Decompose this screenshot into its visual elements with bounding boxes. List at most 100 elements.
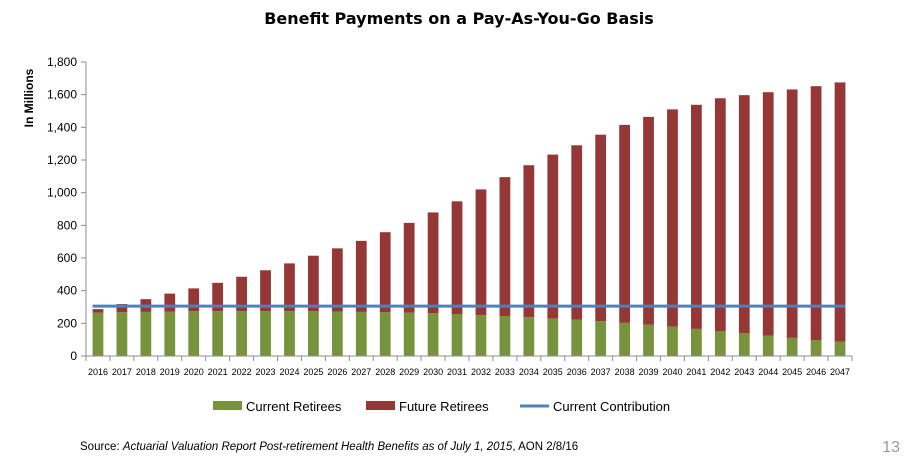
bar-future-retirees [164, 293, 176, 312]
bar-future-retirees [284, 263, 295, 312]
bar-future-retirees [499, 177, 511, 316]
bar-current-retirees [140, 311, 152, 356]
x-tick-label: 2041 [686, 367, 706, 377]
legend-swatch-current-retirees [213, 401, 242, 410]
x-tick-label: 2040 [662, 367, 682, 377]
bar-future-retirees [427, 212, 439, 314]
bar-current-retirees [714, 331, 726, 356]
chart-title: Benefit Payments on a Pay-As-You-Go Basi… [264, 9, 654, 28]
bar-future-retirees [212, 282, 224, 312]
y-tick-label: 1,000 [47, 186, 77, 200]
x-tick-label: 2045 [782, 367, 802, 377]
bar-current-retirees [284, 311, 295, 356]
source-suffix: , AON 2/8/16 [512, 441, 579, 453]
bar-current-retirees [331, 311, 343, 356]
bar-future-retirees [810, 86, 822, 340]
legend-swatch-future-retirees [366, 401, 395, 410]
bar-current-retirees [762, 335, 774, 356]
x-tick-label: 2030 [423, 367, 443, 377]
x-tick-label: 2031 [447, 367, 467, 377]
y-tick-label: 200 [57, 316, 77, 330]
x-tick-label: 2037 [591, 367, 611, 377]
bar-future-retirees [714, 98, 726, 332]
chart: In Millions 0 200 400 600 800 1,000 1,200 1,400… [22, 55, 853, 414]
x-tick-label: 2044 [758, 367, 778, 377]
y-tick-label: 1,600 [47, 88, 77, 102]
bar-future-retirees [308, 255, 319, 312]
bar-future-retirees [116, 304, 128, 313]
x-tick-label: 2019 [160, 367, 180, 377]
legend-label-current-contribution: Current Contribution [553, 399, 670, 414]
x-tick-label: 2020 [184, 367, 204, 377]
bar-current-retirees [643, 324, 654, 356]
bar-future-retirees [355, 240, 367, 312]
x-tick-label: 2017 [112, 367, 132, 377]
bar-future-retirees [92, 309, 104, 313]
bar-current-retirees [212, 311, 224, 356]
x-tick-label: 2025 [303, 367, 323, 377]
page-number: 13 [882, 439, 900, 456]
legend-label-future-retirees: Future Retirees [399, 399, 489, 414]
y-tick-label: 400 [57, 284, 77, 298]
bar-current-retirees [834, 341, 846, 356]
bar-current-retirees [786, 337, 798, 356]
y-axis-title: In Millions [22, 68, 36, 127]
bar-future-retirees [834, 82, 846, 342]
bar-future-retirees [667, 109, 678, 327]
x-tick-label: 2018 [136, 367, 156, 377]
y-tick-label: 600 [57, 251, 77, 265]
x-tick-label: 2035 [543, 367, 563, 377]
bar-future-retirees [379, 232, 391, 313]
source-note: Source: Actuarial Valuation Report Post-… [80, 441, 578, 453]
x-tick-label: 2036 [567, 367, 587, 377]
bar-current-retirees [164, 311, 176, 356]
bar-current-retirees [116, 312, 128, 356]
bar-current-retirees [667, 326, 678, 356]
bar-future-retirees [331, 248, 343, 312]
bar-current-retirees [475, 315, 487, 356]
bar-current-retirees [92, 312, 104, 356]
bar-future-retirees [691, 104, 702, 329]
bar-current-retirees [236, 311, 247, 356]
x-tick-label: 2034 [519, 367, 539, 377]
bar-future-retirees [547, 154, 559, 319]
source-title: Actuarial Valuation Report Post-retireme… [122, 441, 513, 453]
x-tick-label: 2016 [88, 367, 108, 377]
bar-current-retirees [547, 318, 559, 356]
bar-current-retirees [427, 313, 439, 356]
x-tick-label: 2028 [375, 367, 395, 377]
bar-current-retirees [451, 314, 463, 356]
legend-label-current-retirees: Current Retirees [246, 399, 342, 414]
bar-future-retirees [403, 222, 415, 313]
x-tick-label: 2027 [351, 367, 371, 377]
x-tick-label: 2022 [232, 367, 252, 377]
y-tick-label: 1,400 [47, 120, 77, 134]
x-tick-label: 2021 [208, 367, 228, 377]
bar-current-retirees [810, 339, 822, 356]
bar-future-retirees [451, 201, 463, 315]
bar-current-retirees [379, 312, 391, 356]
bar-current-retirees [571, 319, 583, 356]
bar-future-retirees [571, 145, 583, 320]
bar-current-retirees [188, 311, 200, 356]
bar-current-retirees [619, 322, 630, 356]
x-tick-label: 2043 [734, 367, 754, 377]
bar-future-retirees [475, 189, 487, 316]
y-tick-label: 800 [57, 218, 77, 232]
x-tick-label: 2039 [639, 367, 659, 377]
bar-current-retirees [308, 311, 319, 356]
bar-current-retirees [691, 328, 702, 356]
bar-current-retirees [499, 315, 511, 356]
bar-current-retirees [260, 311, 271, 356]
x-tick-label: 2038 [615, 367, 635, 377]
source-prefix: Source: [80, 441, 123, 453]
x-tick-label: 2029 [399, 367, 419, 377]
bar-current-retirees [738, 333, 750, 356]
x-tick-label: 2033 [495, 367, 515, 377]
bar-future-retirees [188, 288, 200, 312]
x-tick-label: 2026 [327, 367, 347, 377]
bar-future-retirees [762, 92, 774, 336]
bar-future-retirees [595, 134, 607, 322]
bar-current-retirees [355, 311, 367, 356]
bar-future-retirees [738, 95, 750, 334]
